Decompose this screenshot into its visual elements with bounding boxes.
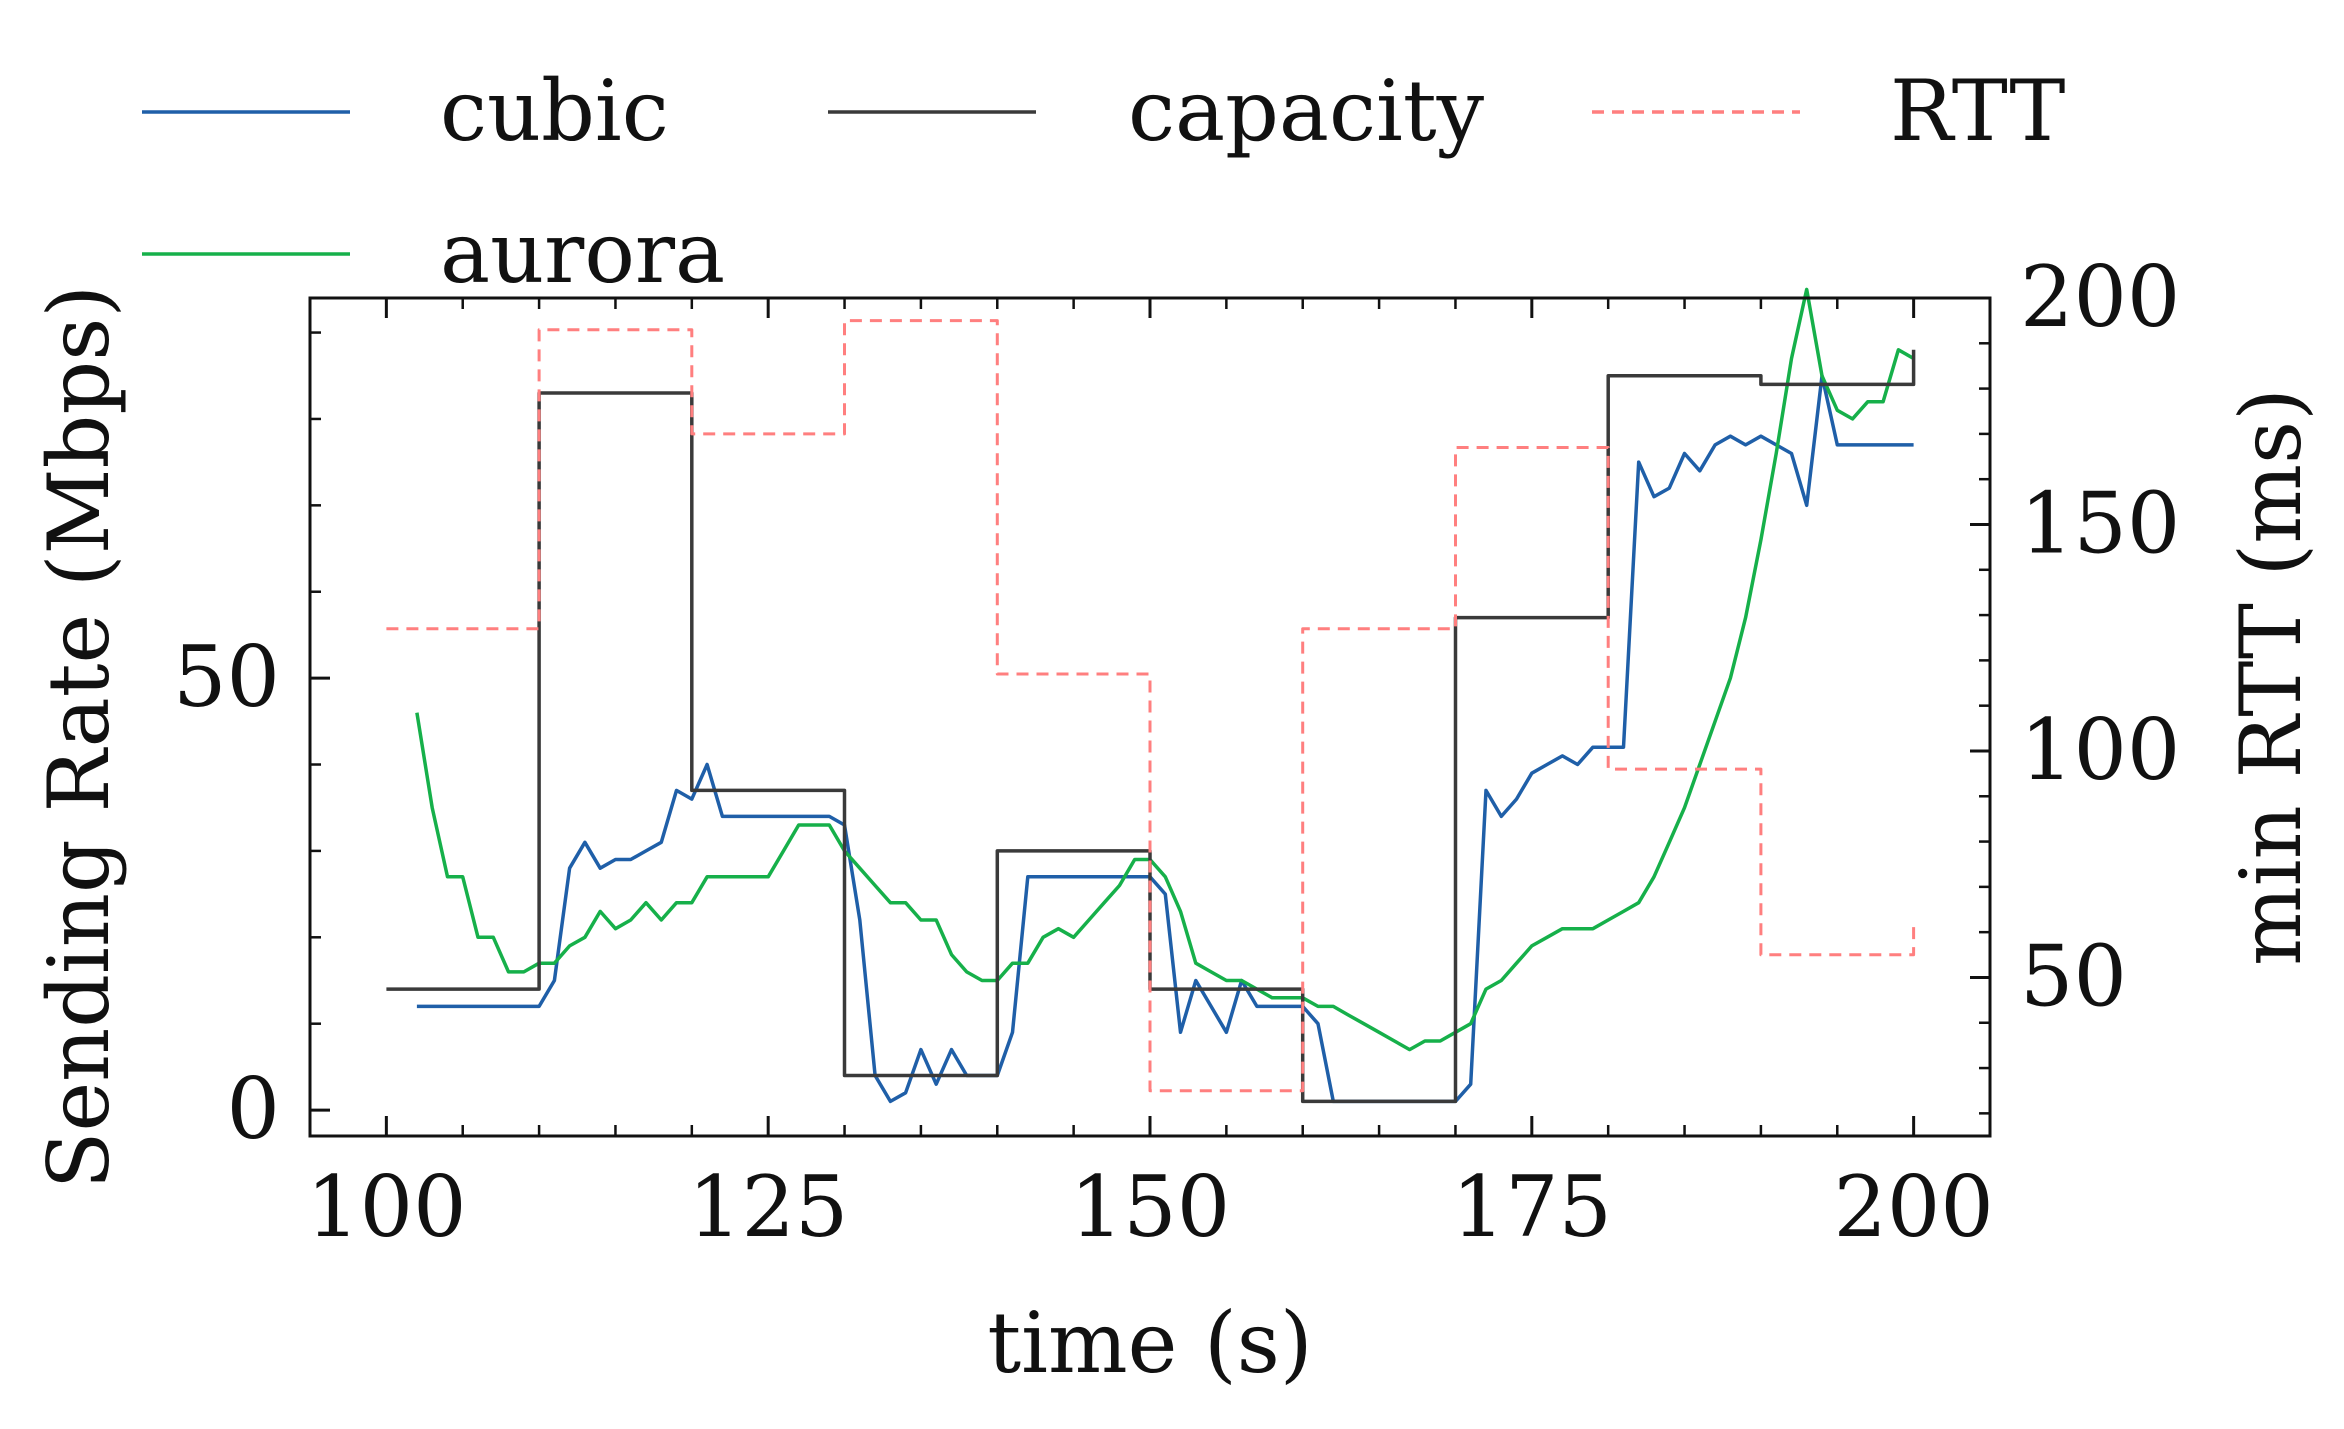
x-tick-label: 150 [1070,1158,1230,1256]
y2-tick-label: 100 [2020,701,2180,799]
legend-label-cubic: cubic [440,62,669,160]
y2-axis-title: min RTT (ms) [2222,388,2320,966]
legend: cubic capacity RTT aurora [142,62,2065,302]
y2-tick-label: 200 [2020,248,2180,346]
x-tick-label: 100 [306,1158,466,1256]
y-tick-label: 0 [227,1060,280,1158]
legend-label-rtt: RTT [1890,62,2065,160]
x-axis-title: time (s) [987,1294,1312,1392]
series-cubic-line [416,374,1914,1104]
y2-tick-label: 150 [2020,474,2180,572]
y2-tick-label: 50 [2020,927,2127,1025]
x-tick-label: 200 [1833,1158,1993,1256]
x-tick-label: 125 [688,1158,848,1256]
ticks-layer: 100 125 150 175 200 0 50 50 100 150 200 [173,248,2180,1256]
series-layer [386,287,1916,1104]
series-aurora-line [415,287,1915,1052]
legend-label-aurora: aurora [440,204,725,302]
y-axis-title: Sending Rate (Mbps) [30,285,128,1189]
x-tick-label: 175 [1452,1158,1612,1256]
series-rtt-line [386,319,1916,1093]
y-tick-label: 50 [173,628,280,726]
legend-label-capacity: capacity [1128,62,1485,160]
